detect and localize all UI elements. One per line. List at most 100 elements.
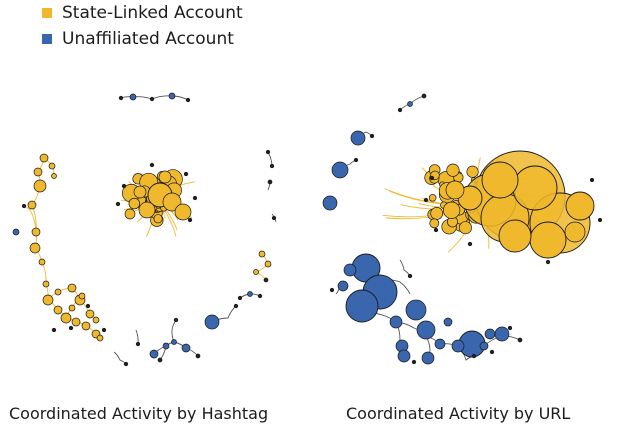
state-linked-node xyxy=(429,218,440,229)
state-linked-node xyxy=(133,185,147,199)
edge xyxy=(399,259,411,277)
state-linked-node xyxy=(258,250,266,258)
unaffiliated-node xyxy=(269,163,275,169)
unaffiliated-node xyxy=(101,327,107,333)
unaffiliated-node xyxy=(149,96,155,102)
state-linked-node xyxy=(78,292,86,300)
unaffiliated-node xyxy=(267,179,273,185)
unaffiliated-node xyxy=(369,133,375,139)
legend-item-state-linked: State-Linked Account xyxy=(42,0,243,26)
state-linked-node xyxy=(53,305,63,315)
unaffiliated-node xyxy=(397,107,403,113)
unaffiliated-node xyxy=(322,195,338,211)
unaffiliated-node xyxy=(517,337,523,343)
unaffiliated-node xyxy=(331,161,349,179)
unaffiliated-node xyxy=(265,149,271,155)
state-linked-node xyxy=(430,207,444,220)
edge xyxy=(153,341,199,357)
unaffiliated-node xyxy=(168,92,176,100)
state-linked-node xyxy=(445,180,465,200)
unaffiliated-node xyxy=(12,228,20,236)
state-linked-node xyxy=(68,304,76,312)
unaffiliated-node xyxy=(471,353,477,359)
unaffiliated-node xyxy=(204,314,220,330)
unaffiliated-node xyxy=(423,197,429,203)
unaffiliated-node xyxy=(484,328,496,340)
unaffiliated-node xyxy=(467,241,473,247)
unaffiliated-node xyxy=(407,101,413,107)
unaffiliated-node xyxy=(416,320,436,340)
state-linked-node xyxy=(443,201,461,219)
unaffiliated-node xyxy=(433,227,439,233)
state-linked-node xyxy=(512,165,558,211)
state-linked-node xyxy=(60,312,72,324)
state-linked-node xyxy=(42,294,54,306)
unaffiliated-node xyxy=(337,280,349,292)
unaffiliated-node xyxy=(507,325,513,331)
unaffiliated-node xyxy=(397,349,411,363)
unaffiliated-node xyxy=(171,339,177,345)
hashtag-network-graph xyxy=(12,92,277,367)
unaffiliated-swatch xyxy=(42,34,52,44)
unaffiliated-node xyxy=(149,349,159,359)
state-linked-node xyxy=(446,163,460,177)
unaffiliated-node xyxy=(237,295,243,301)
unaffiliated-node xyxy=(162,342,170,350)
legend: State-Linked Account Unaffiliated Accoun… xyxy=(42,0,243,52)
hashtag-panel-title: Coordinated Activity by Hashtag xyxy=(9,404,269,423)
unaffiliated-node xyxy=(51,327,57,333)
unaffiliated-node xyxy=(123,361,129,367)
state-linked-node xyxy=(174,203,192,221)
state-linked-node xyxy=(263,277,269,283)
edge xyxy=(171,319,177,343)
state-linked-swatch xyxy=(42,8,52,18)
unaffiliated-node xyxy=(173,317,179,323)
state-linked-node xyxy=(85,309,95,319)
unaffiliated-node xyxy=(343,263,357,277)
unaffiliated-node xyxy=(494,326,510,342)
unaffiliated-node xyxy=(149,162,155,168)
state-linked-node xyxy=(264,260,272,268)
unaffiliated-node xyxy=(434,338,446,350)
state-linked-node xyxy=(565,191,595,221)
state-linked-node xyxy=(128,197,140,210)
legend-label-state-linked: State-Linked Account xyxy=(62,3,243,23)
state-linked-node xyxy=(124,208,136,220)
edge xyxy=(254,253,269,281)
state-linked-node xyxy=(481,161,519,199)
unaffiliated-node xyxy=(329,287,335,293)
legend-label-unaffiliated: Unaffiliated Account xyxy=(62,29,234,49)
state-linked-node xyxy=(162,192,182,212)
unaffiliated-node xyxy=(185,97,191,103)
unaffiliated-node xyxy=(479,341,489,351)
state-linked-node xyxy=(458,221,472,235)
unaffiliated-node xyxy=(129,93,137,101)
unaffiliated-node xyxy=(21,203,27,209)
url-panel-title: Coordinated Activity by URL xyxy=(346,404,571,423)
legend-item-unaffiliated: Unaffiliated Account xyxy=(42,26,243,52)
state-linked-node xyxy=(153,214,163,224)
unaffiliated-node xyxy=(407,273,413,279)
unaffiliated-node xyxy=(350,130,366,146)
unaffiliated-node xyxy=(421,93,427,99)
url-network-graph xyxy=(322,93,603,365)
state-linked-node xyxy=(498,219,532,253)
state-linked-node xyxy=(81,321,91,331)
unaffiliated-node xyxy=(183,171,189,177)
edge xyxy=(267,151,273,167)
unaffiliated-node xyxy=(405,299,427,321)
unaffiliated-node xyxy=(121,183,127,189)
state-linked-node xyxy=(158,170,172,184)
state-linked-node xyxy=(42,280,50,288)
unaffiliated-node xyxy=(429,175,435,181)
unaffiliated-node xyxy=(271,215,277,221)
unaffiliated-node xyxy=(187,217,193,223)
unaffiliated-node xyxy=(545,259,551,265)
unaffiliated-node xyxy=(192,195,198,201)
unaffiliated-node xyxy=(257,293,263,299)
state-linked-node xyxy=(54,288,62,296)
state-linked-node xyxy=(29,242,41,254)
state-linked-node xyxy=(48,162,56,170)
state-linked-node xyxy=(253,269,259,275)
